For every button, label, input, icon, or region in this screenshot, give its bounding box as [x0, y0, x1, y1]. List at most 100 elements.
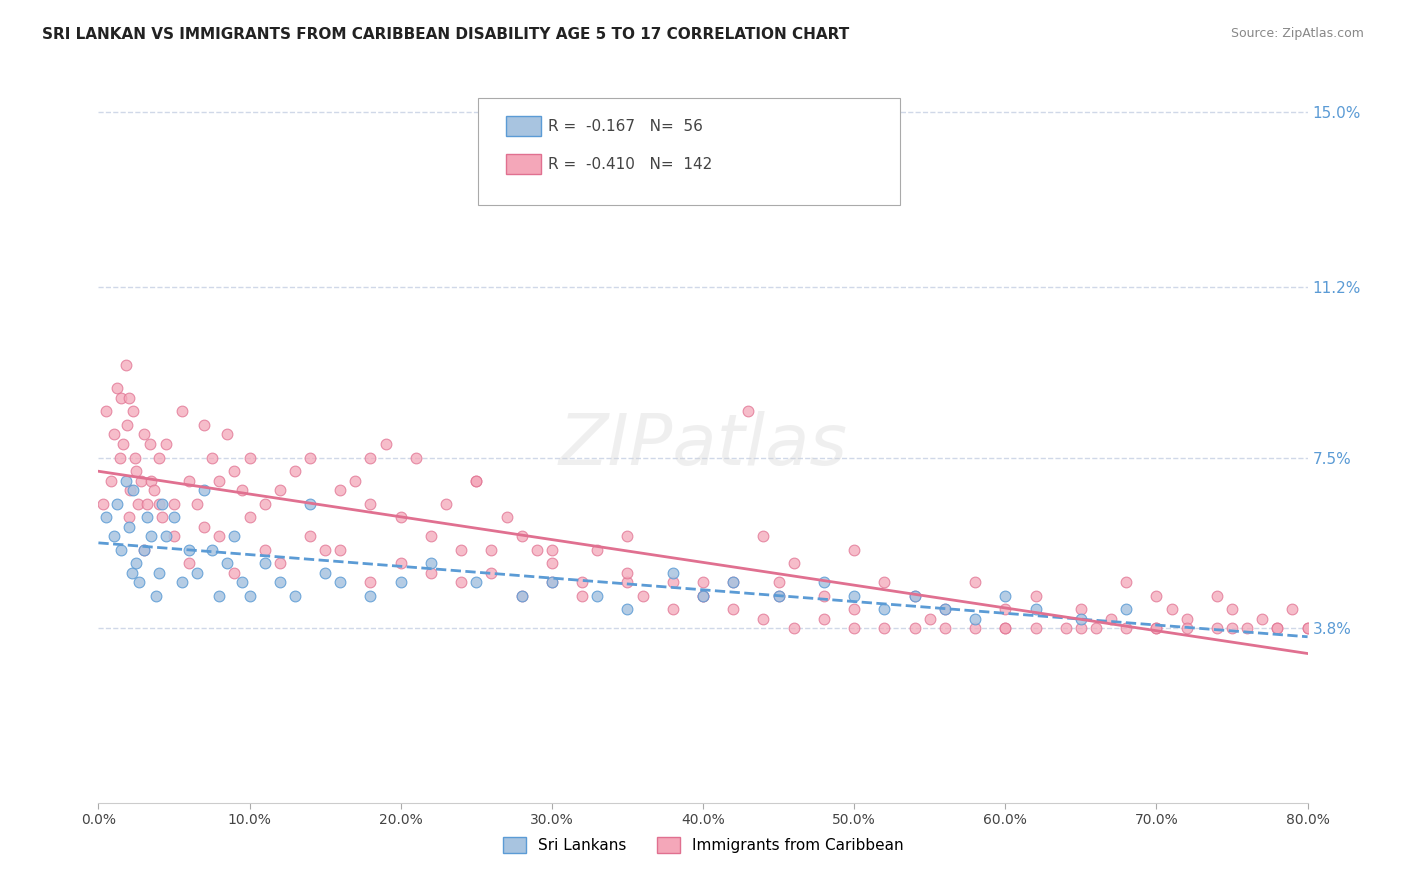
Point — [132, 427, 155, 442]
Point — [994, 589, 1017, 603]
Point — [105, 381, 128, 395]
Point — [269, 574, 291, 589]
Text: R =  -0.410   N=  142: R = -0.410 N= 142 — [548, 157, 713, 171]
Point — [661, 602, 683, 616]
Point — [904, 589, 927, 603]
Point — [127, 497, 149, 511]
Point — [179, 474, 201, 488]
Point — [141, 474, 163, 488]
Point — [1267, 621, 1289, 635]
Point — [224, 529, 246, 543]
Point — [495, 510, 517, 524]
Point — [389, 557, 412, 571]
Point — [139, 436, 162, 450]
Point — [129, 474, 152, 488]
Point — [465, 574, 488, 589]
Point — [360, 450, 382, 465]
Point — [692, 589, 714, 603]
Point — [329, 483, 352, 497]
Point — [201, 542, 224, 557]
Point — [253, 557, 276, 571]
Point — [299, 529, 322, 543]
Point — [1220, 602, 1243, 616]
Point — [1296, 621, 1319, 635]
Point — [540, 557, 562, 571]
Point — [91, 497, 114, 511]
Point — [269, 557, 291, 571]
Point — [215, 427, 238, 442]
Point — [768, 589, 790, 603]
Point — [873, 602, 896, 616]
Point — [737, 404, 759, 418]
Point — [918, 612, 941, 626]
Point — [661, 566, 683, 580]
Point — [1206, 589, 1229, 603]
Point — [465, 474, 488, 488]
Point — [1115, 574, 1137, 589]
Point — [105, 497, 128, 511]
Point — [904, 589, 927, 603]
Point — [434, 497, 457, 511]
Point — [481, 566, 503, 580]
Point — [360, 589, 382, 603]
Point — [103, 529, 125, 543]
Point — [114, 359, 136, 373]
Point — [1070, 612, 1092, 626]
Point — [465, 474, 488, 488]
Point — [193, 483, 215, 497]
Point — [994, 621, 1017, 635]
Point — [420, 566, 443, 580]
Point — [1146, 621, 1168, 635]
Point — [155, 436, 177, 450]
Point — [118, 510, 141, 524]
Point — [813, 589, 835, 603]
Point — [208, 589, 231, 603]
Point — [299, 497, 322, 511]
Point — [121, 566, 143, 580]
Point — [420, 557, 443, 571]
Point — [752, 529, 775, 543]
Point — [114, 474, 136, 488]
Point — [450, 574, 472, 589]
Point — [141, 529, 163, 543]
Point — [526, 542, 548, 557]
Point — [111, 436, 134, 450]
Point — [120, 483, 142, 497]
Point — [1070, 602, 1092, 616]
Point — [616, 529, 638, 543]
Point — [571, 589, 593, 603]
Point — [934, 621, 956, 635]
Point — [389, 510, 412, 524]
Point — [201, 450, 224, 465]
Point — [145, 589, 167, 603]
Point — [231, 483, 253, 497]
Point — [360, 574, 382, 589]
Point — [150, 497, 173, 511]
Point — [124, 450, 146, 465]
Point — [1054, 621, 1077, 635]
Point — [239, 510, 262, 524]
Point — [1251, 612, 1274, 626]
Point — [1070, 621, 1092, 635]
Point — [873, 574, 896, 589]
Point — [284, 464, 307, 478]
Point — [1206, 621, 1229, 635]
Point — [873, 621, 896, 635]
Point — [108, 450, 131, 465]
Point — [163, 510, 186, 524]
Point — [1024, 602, 1046, 616]
Point — [844, 589, 866, 603]
Point — [135, 510, 157, 524]
Point — [723, 574, 745, 589]
Point — [586, 542, 609, 557]
Point — [128, 574, 150, 589]
Point — [239, 450, 262, 465]
Point — [661, 574, 683, 589]
Point — [768, 589, 790, 603]
Point — [115, 418, 138, 433]
Point — [616, 566, 638, 580]
Point — [631, 589, 654, 603]
Point — [253, 497, 276, 511]
Point — [122, 483, 145, 497]
Point — [1281, 602, 1303, 616]
